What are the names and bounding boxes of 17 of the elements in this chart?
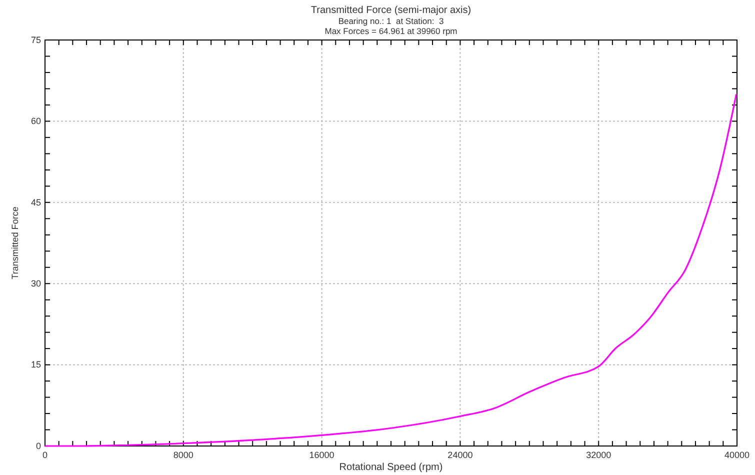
chart-subtitle: Bearing no.: 1 at Station: 3 Max Forces = 64.961 at 39960 rpm — [324, 16, 458, 36]
y-tick-label: 15 — [30, 360, 41, 370]
x-tick-label: 8000 — [173, 450, 194, 460]
y-axis-title: Transmitted Force — [10, 206, 20, 280]
y-tick-label: 30 — [30, 278, 41, 288]
line-series — [44, 93, 738, 447]
x-tick-label: 16000 — [309, 450, 334, 460]
x-tick-label: 24000 — [448, 450, 473, 460]
y-tick-label: 45 — [30, 197, 41, 208]
x-tick-label: 40000 — [724, 450, 750, 460]
x-tick-label: 0 — [42, 450, 48, 460]
x-tick-label: 32000 — [586, 450, 612, 460]
x-axis-title: Rotational Speed (rpm) — [339, 462, 443, 473]
chart-title: Transmitted Force (semi-major axis) — [310, 5, 472, 16]
y-tick-label: 60 — [30, 116, 41, 126]
y-tick-label: 0 — [36, 440, 41, 451]
y-tick-label: 75 — [30, 34, 41, 45]
